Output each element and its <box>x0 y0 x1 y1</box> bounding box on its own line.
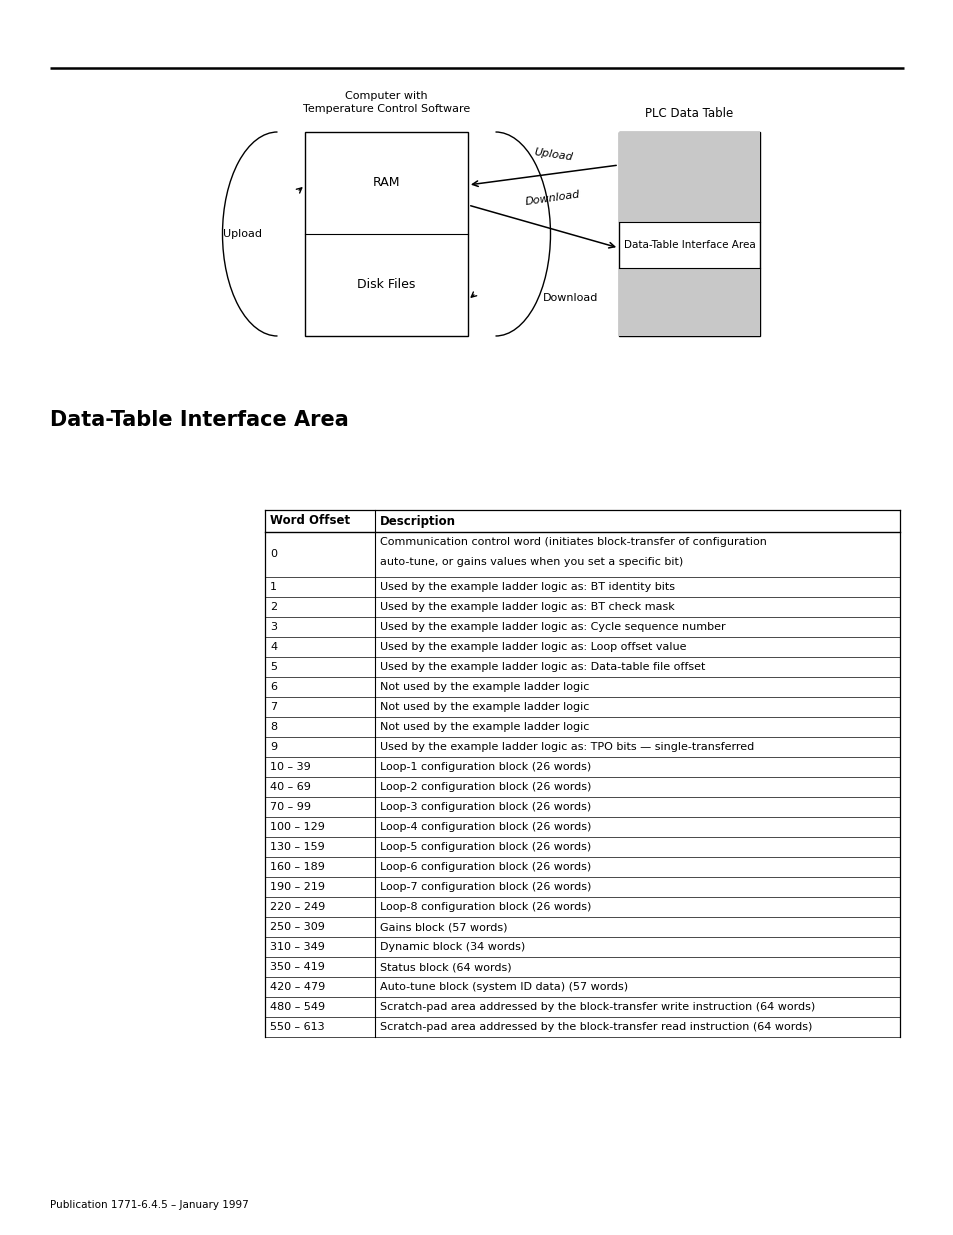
Text: Loop-1 configuration block (26 words): Loop-1 configuration block (26 words) <box>379 762 591 772</box>
Text: Dynamic block (34 words): Dynamic block (34 words) <box>379 942 525 952</box>
Text: 250 – 309: 250 – 309 <box>270 923 325 932</box>
Text: 8: 8 <box>270 722 276 732</box>
Text: Publication 1771-6.4.5 – January 1997: Publication 1771-6.4.5 – January 1997 <box>50 1200 249 1210</box>
Text: auto-tune, or gains values when you set a specific bit): auto-tune, or gains values when you set … <box>379 557 682 567</box>
Text: Loop-8 configuration block (26 words): Loop-8 configuration block (26 words) <box>379 902 591 911</box>
Text: Loop-7 configuration block (26 words): Loop-7 configuration block (26 words) <box>379 882 591 892</box>
Text: Used by the example ladder logic as: BT check mask: Used by the example ladder logic as: BT … <box>379 601 674 613</box>
Text: Download: Download <box>524 189 580 207</box>
Text: Gains block (57 words): Gains block (57 words) <box>379 923 507 932</box>
Text: 0: 0 <box>270 550 276 559</box>
Text: 9: 9 <box>270 742 276 752</box>
Text: Scratch-pad area addressed by the block-transfer write instruction (64 words): Scratch-pad area addressed by the block-… <box>379 1002 815 1011</box>
Text: 1: 1 <box>270 582 276 592</box>
Text: Auto-tune block (system ID data) (57 words): Auto-tune block (system ID data) (57 wor… <box>379 982 627 992</box>
Text: 3: 3 <box>270 622 276 632</box>
Bar <box>618 132 760 336</box>
Text: 5: 5 <box>270 662 276 672</box>
Text: 480 – 549: 480 – 549 <box>270 1002 325 1011</box>
Text: Scratch-pad area addressed by the block-transfer read instruction (64 words): Scratch-pad area addressed by the block-… <box>379 1023 812 1032</box>
Text: Data-Table Interface Area: Data-Table Interface Area <box>50 410 349 430</box>
Text: 160 – 189: 160 – 189 <box>270 862 325 872</box>
Text: Loop-5 configuration block (26 words): Loop-5 configuration block (26 words) <box>379 842 591 852</box>
Text: 310 – 349: 310 – 349 <box>270 942 325 952</box>
Text: Not used by the example ladder logic: Not used by the example ladder logic <box>379 722 589 732</box>
Text: 70 – 99: 70 – 99 <box>270 802 311 811</box>
Text: Not used by the example ladder logic: Not used by the example ladder logic <box>379 701 589 713</box>
Text: Download: Download <box>542 293 598 303</box>
Text: Used by the example ladder logic as: Data-table file offset: Used by the example ladder logic as: Dat… <box>379 662 704 672</box>
Text: Not used by the example ladder logic: Not used by the example ladder logic <box>379 682 589 692</box>
Text: Data-Table Interface Area: Data-Table Interface Area <box>623 240 755 249</box>
Text: Used by the example ladder logic as: Cycle sequence number: Used by the example ladder logic as: Cyc… <box>379 622 725 632</box>
Text: Upload: Upload <box>533 147 573 162</box>
Text: Loop-2 configuration block (26 words): Loop-2 configuration block (26 words) <box>379 782 591 792</box>
Text: Used by the example ladder logic as: Loop offset value: Used by the example ladder logic as: Loo… <box>379 642 686 652</box>
Text: Upload: Upload <box>223 228 262 240</box>
Bar <box>618 132 760 222</box>
Text: Loop-6 configuration block (26 words): Loop-6 configuration block (26 words) <box>379 862 591 872</box>
Text: 550 – 613: 550 – 613 <box>270 1023 324 1032</box>
Text: Used by the example ladder logic as: BT identity bits: Used by the example ladder logic as: BT … <box>379 582 675 592</box>
Text: 130 – 159: 130 – 159 <box>270 842 324 852</box>
Text: Status block (64 words): Status block (64 words) <box>379 962 511 972</box>
Text: 7: 7 <box>270 701 276 713</box>
Text: Word Offset: Word Offset <box>270 515 350 527</box>
Text: Communication control word (initiates block-transfer of configuration: Communication control word (initiates bl… <box>379 537 766 547</box>
Text: RAM: RAM <box>373 177 400 189</box>
Text: Used by the example ladder logic as: TPO bits — single-transferred: Used by the example ladder logic as: TPO… <box>379 742 754 752</box>
Text: 220 – 249: 220 – 249 <box>270 902 325 911</box>
Text: Disk Files: Disk Files <box>357 279 416 291</box>
Text: 10 – 39: 10 – 39 <box>270 762 311 772</box>
Text: 40 – 69: 40 – 69 <box>270 782 311 792</box>
Text: 350 – 419: 350 – 419 <box>270 962 325 972</box>
FancyBboxPatch shape <box>305 132 468 336</box>
Text: 100 – 129: 100 – 129 <box>270 823 325 832</box>
Text: 2: 2 <box>270 601 276 613</box>
Text: 4: 4 <box>270 642 276 652</box>
Text: Loop-3 configuration block (26 words): Loop-3 configuration block (26 words) <box>379 802 591 811</box>
Text: PLC Data Table: PLC Data Table <box>644 107 733 120</box>
Text: Description: Description <box>379 515 456 527</box>
Bar <box>618 268 760 336</box>
Text: Loop-4 configuration block (26 words): Loop-4 configuration block (26 words) <box>379 823 591 832</box>
Text: 190 – 219: 190 – 219 <box>270 882 325 892</box>
Text: Computer with
Temperature Control Software: Computer with Temperature Control Softwa… <box>302 91 470 114</box>
Text: 420 – 479: 420 – 479 <box>270 982 325 992</box>
Text: 6: 6 <box>270 682 276 692</box>
